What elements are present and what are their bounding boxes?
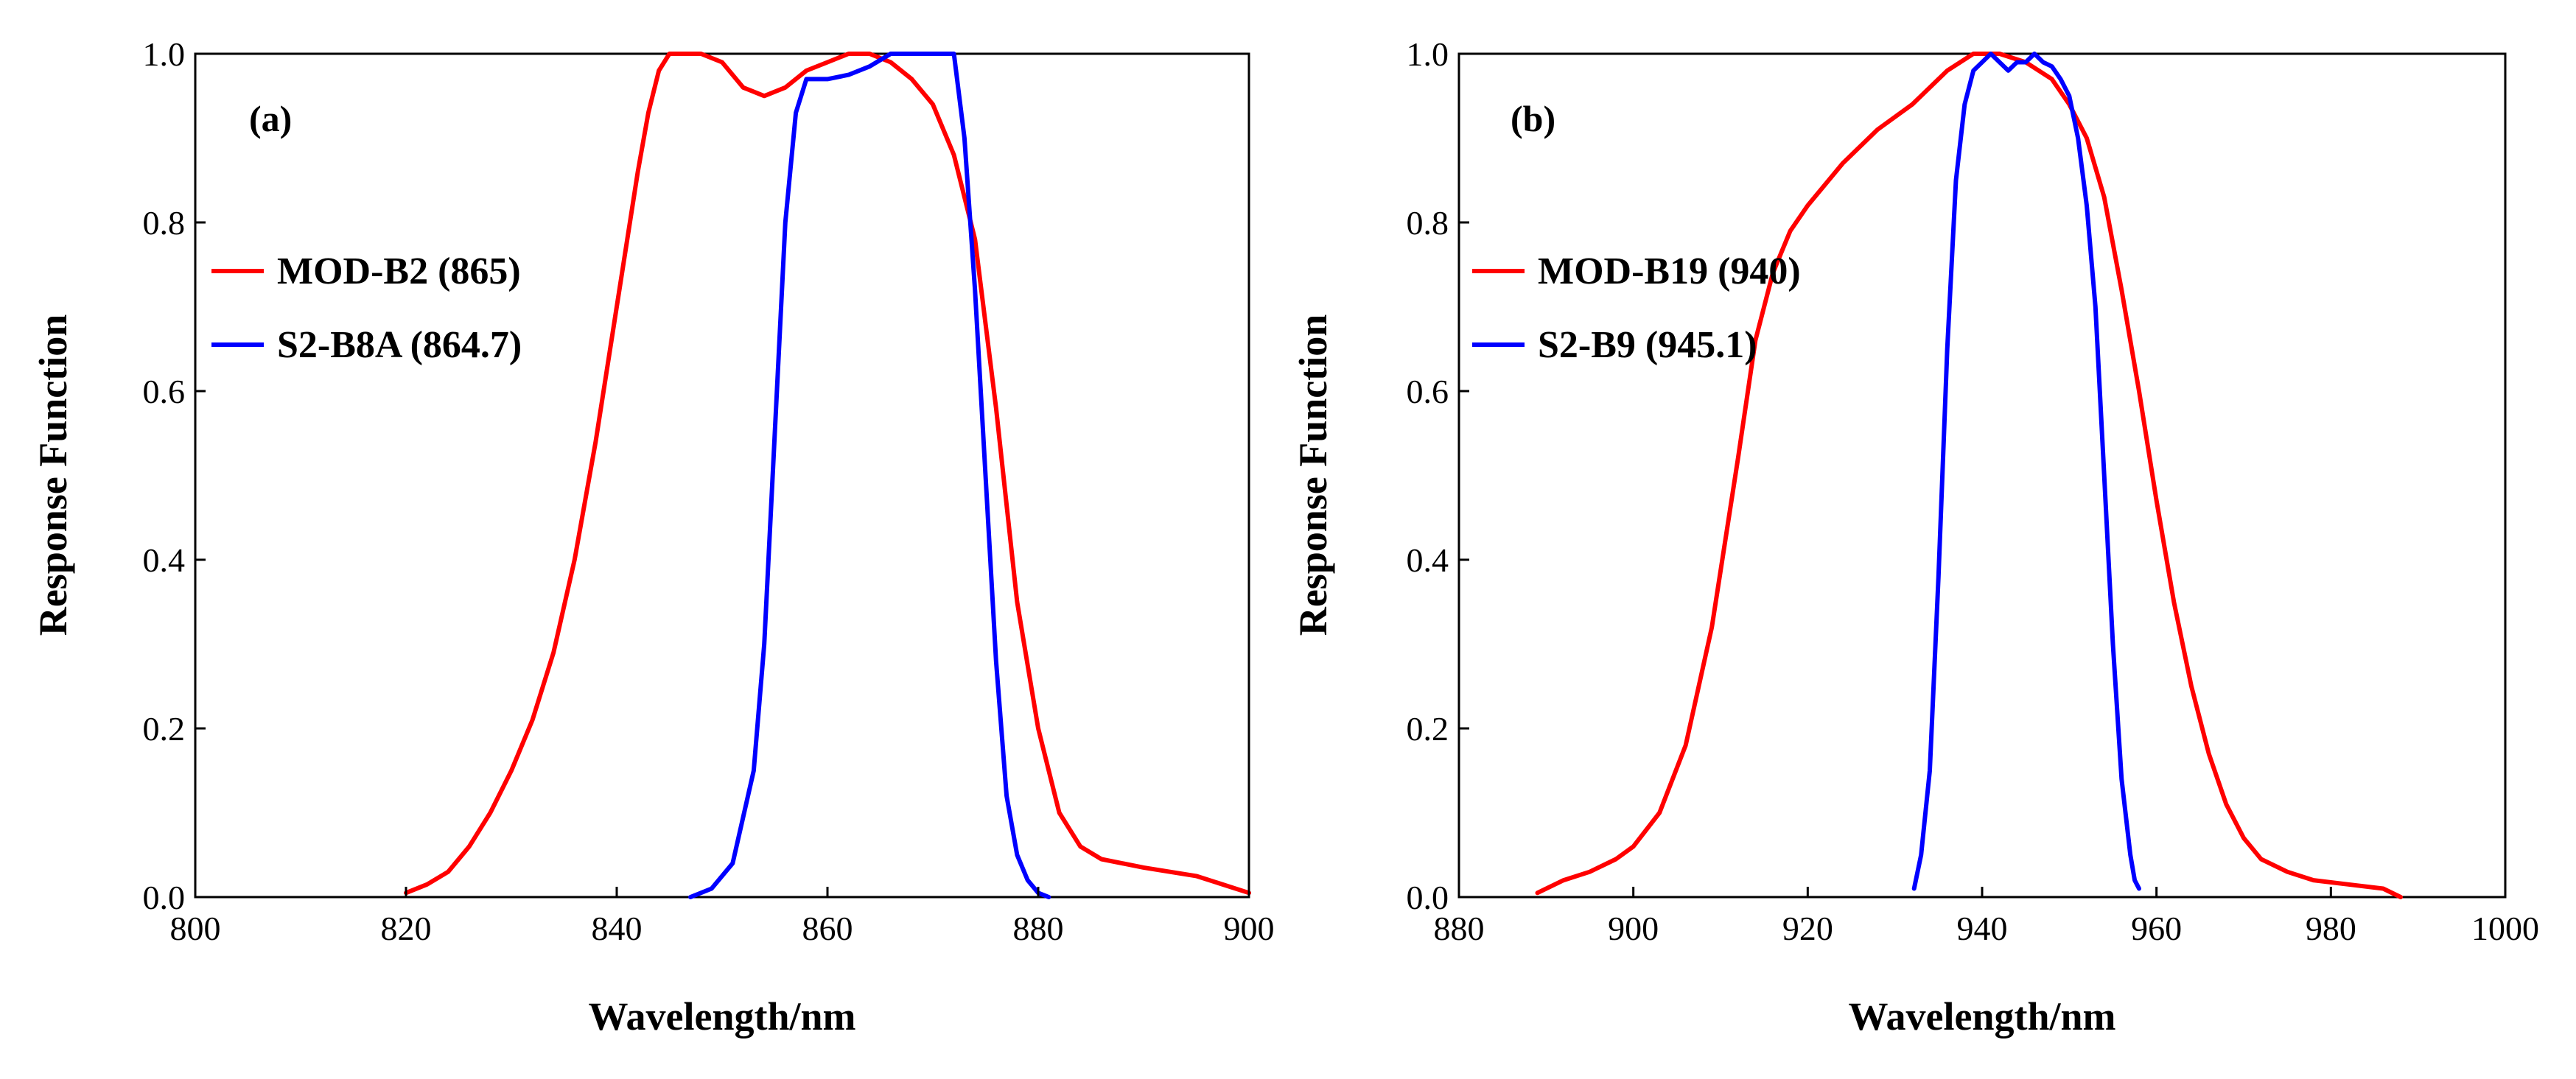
x-tick-label: 940 bbox=[1957, 910, 2008, 947]
x-axis-title-a: Wavelength/nm bbox=[588, 994, 855, 1038]
x-tick-label: 840 bbox=[592, 910, 643, 947]
panel-b: 880 900 920 940 960 980 1000 0.0 0.2 0.4 0.6 0.8 1.… bbox=[1291, 35, 2539, 1038]
legend-a: MOD-B2 (865) S2-B8A (864.7) bbox=[211, 250, 522, 366]
x-tick-label: 820 bbox=[381, 910, 432, 947]
y-tick-label: 0.8 bbox=[1407, 204, 1449, 242]
y-tick-label: 0.8 bbox=[143, 204, 186, 242]
y-tick-label: 0.6 bbox=[143, 373, 186, 410]
y-tick-label: 1.0 bbox=[143, 35, 186, 73]
legend-label-modis-a: MOD-B2 (865) bbox=[277, 250, 521, 292]
plot-frame-b bbox=[1457, 52, 2507, 899]
y-tick-label: 0.0 bbox=[143, 879, 186, 916]
y-tick-label: 0.0 bbox=[1407, 879, 1449, 916]
legend-label-s2-a: S2-B8A (864.7) bbox=[277, 324, 522, 366]
series-line-modis bbox=[1535, 52, 2403, 899]
panel-label-b: (b) bbox=[1511, 98, 1555, 139]
x-tick-label: 900 bbox=[1224, 910, 1275, 947]
series-line-s2 bbox=[688, 52, 1051, 899]
plot-lines-a bbox=[404, 52, 1251, 899]
y-axis-title-b: Response Function bbox=[1291, 314, 1335, 636]
x-tick-label: 860 bbox=[802, 910, 853, 947]
x-tick-label: 920 bbox=[1782, 910, 1833, 947]
plot-frame-a bbox=[194, 52, 1250, 899]
legend-label-s2-b: S2-B9 (945.1) bbox=[1538, 324, 1757, 366]
series-line-modis bbox=[404, 52, 1251, 896]
plot-lines-b bbox=[1535, 52, 2403, 899]
x-tick-label: 1000 bbox=[2471, 910, 2539, 947]
legend-label-modis-b: MOD-B19 (940) bbox=[1538, 250, 1801, 292]
panel-label-a: (a) bbox=[249, 98, 292, 139]
x-tick-label: 960 bbox=[2131, 910, 2182, 947]
x-tick-label: 880 bbox=[1013, 910, 1064, 947]
y-axis-title-a: Response Function bbox=[31, 314, 75, 636]
x-axis-title-b: Wavelength/nm bbox=[1848, 994, 2115, 1038]
y-tick-label: 1.0 bbox=[1407, 35, 1449, 73]
x-ticks-a: 800 820 840 860 880 900 bbox=[170, 887, 1275, 947]
x-tick-label: 980 bbox=[2306, 910, 2356, 947]
x-tick-label: 900 bbox=[1608, 910, 1659, 947]
y-tick-label: 0.4 bbox=[1407, 541, 1449, 579]
y-tick-label: 0.2 bbox=[1407, 710, 1449, 748]
x-tick-label: 880 bbox=[1434, 910, 1485, 947]
x-tick-label: 800 bbox=[170, 910, 221, 947]
legend-b: MOD-B19 (940) S2-B9 (945.1) bbox=[1472, 250, 1801, 366]
series-line-s2 bbox=[1911, 52, 2141, 891]
y-tick-label: 0.2 bbox=[143, 710, 186, 748]
y-ticks-b: 0.0 0.2 0.4 0.6 0.8 1.0 bbox=[1407, 35, 1469, 916]
panel-a: 800 820 840 860 880 900 0.0 0.2 0.4 0.6 0.8 1.0 (a… bbox=[31, 35, 1275, 1038]
x-ticks-b: 880 900 920 940 960 980 1000 bbox=[1434, 887, 2539, 947]
y-tick-label: 0.6 bbox=[1407, 373, 1449, 410]
y-ticks-a: 0.0 0.2 0.4 0.6 0.8 1.0 bbox=[143, 35, 206, 916]
y-tick-label: 0.4 bbox=[143, 541, 186, 579]
